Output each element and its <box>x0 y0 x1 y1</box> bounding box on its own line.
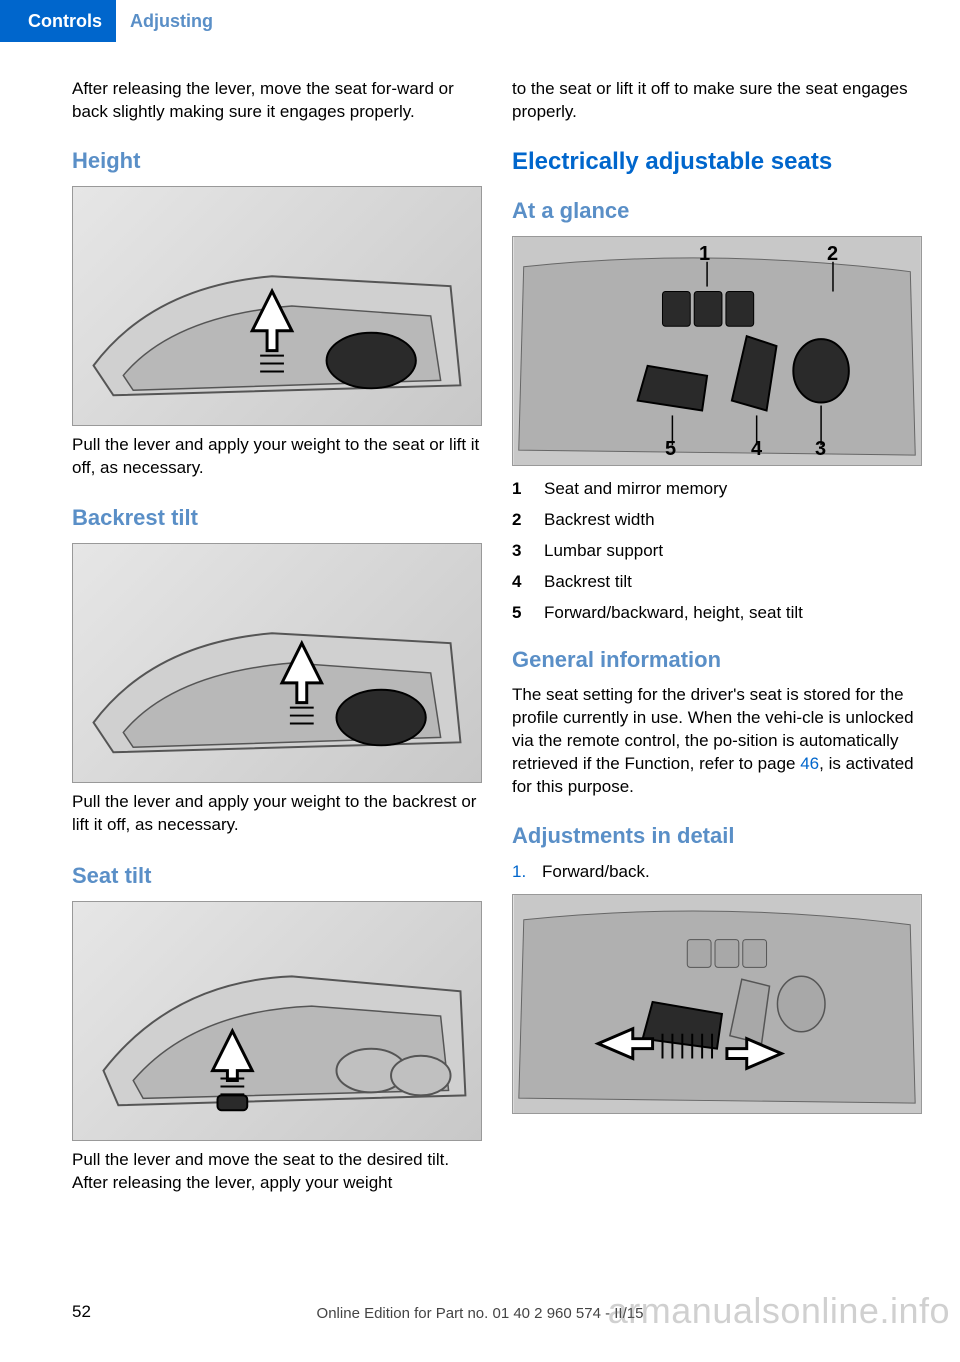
callout-5: 5 <box>665 436 676 463</box>
legend-item: 1 Seat and mirror memory <box>512 478 922 501</box>
heading-height: Height <box>72 146 482 176</box>
legend-item: 2 Backrest width <box>512 509 922 532</box>
caption-height: Pull the lever and apply your weight to … <box>72 434 482 480</box>
legend-num: 3 <box>512 540 528 563</box>
legend-label: Backrest tilt <box>544 571 632 594</box>
left-column: After releasing the lever, move the seat… <box>72 78 482 1217</box>
step-row: 1. Forward/back. <box>512 861 922 884</box>
legend-item: 5 Forward/backward, height, seat tilt <box>512 602 922 625</box>
header-tab-controls: Controls <box>0 0 116 42</box>
step-num: 1. <box>512 861 532 884</box>
caption-seat-tilt: Pull the lever and move the seat to the … <box>72 1149 482 1195</box>
intro-paragraph: After releasing the lever, move the seat… <box>72 78 482 124</box>
legend-label: Forward/backward, height, seat tilt <box>544 602 803 625</box>
legend-item: 4 Backrest tilt <box>512 571 922 594</box>
callout-4: 4 <box>751 436 762 463</box>
figure-height <box>72 186 482 426</box>
figure-seat-tilt <box>72 901 482 1141</box>
heading-seat-tilt: Seat tilt <box>72 861 482 891</box>
intro-continued: to the seat or lift it off to make sure … <box>512 78 922 124</box>
figure-forward-back <box>512 894 922 1114</box>
page-link-46[interactable]: 46 <box>800 754 819 773</box>
legend-label: Lumbar support <box>544 540 663 563</box>
legend-label: Backrest width <box>544 509 655 532</box>
legend-num: 5 <box>512 602 528 625</box>
callout-2: 2 <box>827 241 838 268</box>
heading-backrest-tilt: Backrest tilt <box>72 503 482 533</box>
watermark: armanualsonline.info <box>608 1290 950 1332</box>
ordered-steps: 1. Forward/back. <box>512 861 922 884</box>
caption-backrest-tilt: Pull the lever and apply your weight to … <box>72 791 482 837</box>
figure-at-a-glance: 1 2 3 4 5 <box>512 236 922 466</box>
step-label: Forward/back. <box>542 861 650 884</box>
figure-backrest-tilt <box>72 543 482 783</box>
legend-num: 4 <box>512 571 528 594</box>
right-column: to the seat or lift it off to make sure … <box>512 78 922 1217</box>
legend-label: Seat and mirror memory <box>544 478 727 501</box>
callout-3: 3 <box>815 436 826 463</box>
page-header: Controls Adjusting <box>0 0 960 42</box>
page: Controls Adjusting After releasing the l… <box>0 0 960 1362</box>
legend-num: 2 <box>512 509 528 532</box>
legend-num: 1 <box>512 478 528 501</box>
callout-1: 1 <box>699 241 710 268</box>
legend-list: 1 Seat and mirror memory 2 Backrest widt… <box>512 478 922 625</box>
legend-item: 3 Lumbar support <box>512 540 922 563</box>
heading-adjustments-detail: Adjustments in detail <box>512 821 922 851</box>
header-section-adjusting: Adjusting <box>116 0 227 42</box>
heading-electric-seats: Electrically adjustable seats <box>512 146 922 178</box>
general-info-text: The seat setting for the driver's seat i… <box>512 684 922 799</box>
heading-general-info: General information <box>512 645 922 675</box>
heading-at-a-glance: At a glance <box>512 196 922 226</box>
content-columns: After releasing the lever, move the seat… <box>0 78 960 1217</box>
